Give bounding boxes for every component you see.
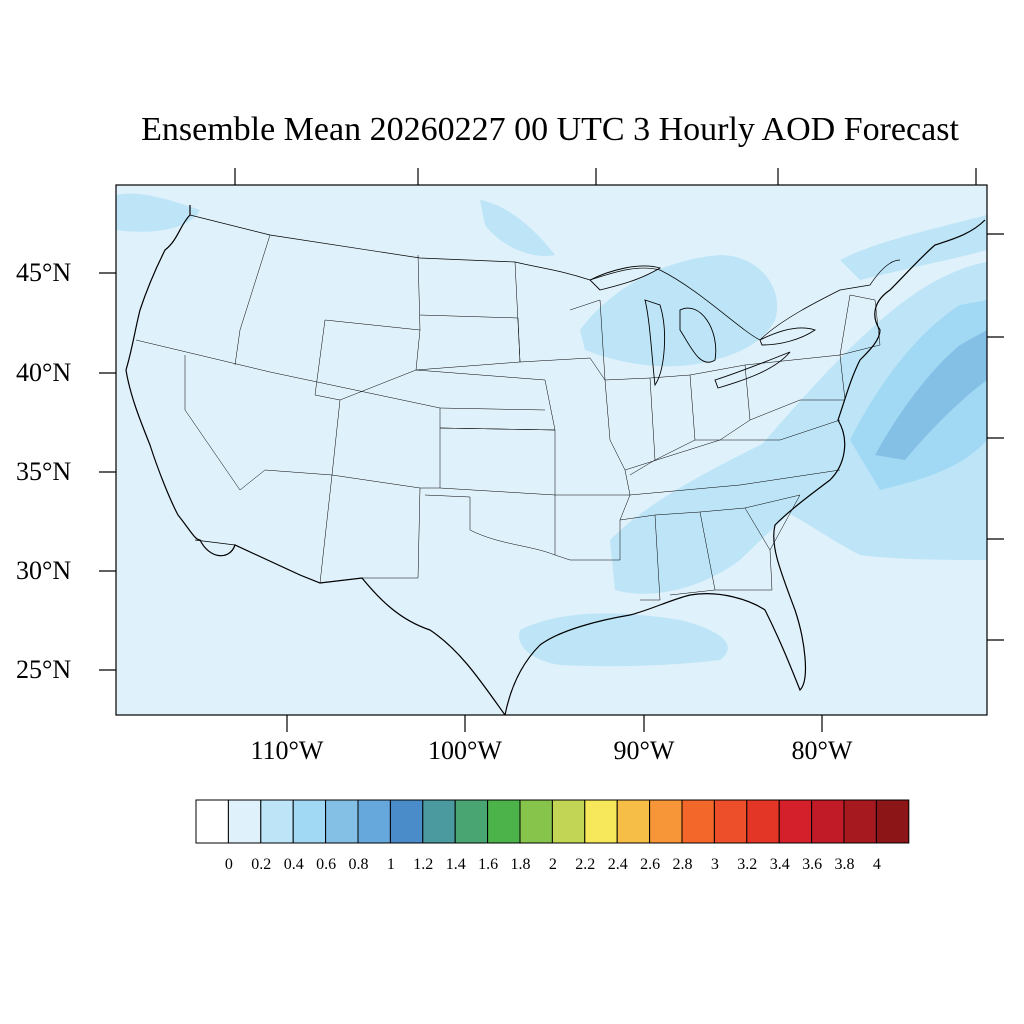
colorbar-tick-label: 3.8 (834, 856, 855, 873)
colorbar-tick-label: 2.6 (640, 856, 661, 873)
aod-shade-southeast (610, 436, 830, 594)
colorbar-tick-label: 1.8 (510, 856, 531, 873)
colorbar-tick-label: 0.2 (251, 856, 272, 873)
colorbar-swatch (584, 799, 618, 844)
colorbar-swatch (778, 799, 813, 844)
colorbar-tick-label: 3.4 (769, 856, 790, 873)
colorbar-swatch (292, 799, 327, 844)
map-frame (115, 184, 988, 716)
aod-shade-great-lakes (580, 255, 778, 367)
colorbar (195, 799, 910, 844)
colorbar-swatch (875, 799, 910, 844)
colorbar-tick-label: 3.6 (802, 856, 823, 873)
lon-label-80w: 80°W (791, 736, 853, 765)
great-lakes-outline (589, 265, 817, 389)
colorbar-tick-label: 1.4 (445, 856, 466, 873)
lat-label-30n: 30°N (16, 556, 72, 585)
colorbar-tick-label: 0.4 (283, 856, 304, 873)
colorbar-swatch (325, 799, 359, 844)
colorbar-tick-label: 1.6 (478, 856, 499, 873)
lat-label-40n: 40°N (16, 358, 72, 387)
colorbar-swatch (422, 799, 456, 844)
colorbar-swatch (357, 799, 391, 844)
colorbar-tick-label: 3 (710, 856, 719, 873)
tick-marks (99, 168, 1004, 732)
colorbar-swatch (616, 799, 651, 844)
colorbar-tick-label: 0 (224, 856, 233, 873)
colorbar-tick-label: 2 (548, 856, 557, 873)
lon-label-100w: 100°W (428, 736, 502, 765)
colorbar-tick-label: 1 (386, 856, 395, 873)
lat-label-25n: 25°N (16, 655, 72, 684)
colorbar-swatch (843, 799, 877, 844)
aod-shade-lake-superior (480, 200, 555, 256)
colorbar-tick-label: 1.2 (413, 856, 434, 873)
colorbar-tick-label: 0.6 (316, 856, 337, 873)
colorbar-swatch (519, 799, 553, 844)
colorbar-swatch (195, 799, 229, 844)
aod-shade-pacific-nw (116, 193, 200, 232)
map-title: Ensemble Mean 20260227 00 UTC 3 Hourly A… (141, 111, 959, 148)
colorbar-swatch (649, 799, 683, 844)
lat-label-35n: 35°N (16, 457, 72, 486)
colorbar-swatch (454, 799, 489, 844)
lon-label-110w: 110°W (250, 736, 324, 765)
aod-shade-northeast (840, 215, 987, 280)
colorbar-tick-label: 2.2 (575, 856, 596, 873)
aod-shade-gulf-coast (519, 613, 728, 667)
colorbar-tick-label: 4 (872, 856, 881, 873)
lon-label-90w: 90°W (613, 736, 675, 765)
colorbar-swatch (389, 799, 424, 844)
aod-shade-atlantic-core (875, 330, 987, 460)
colorbar-swatch (487, 799, 521, 844)
colorbar-swatch (746, 799, 780, 844)
us-canada-border (189, 214, 901, 341)
colorbar-tick-label: 3.2 (737, 856, 758, 873)
colorbar-swatch (260, 799, 294, 844)
colorbar-tick-label: 2.4 (607, 856, 628, 873)
colorbar-swatch (227, 799, 262, 844)
state-boundaries (135, 234, 881, 601)
colorbar-tick-label: 0.8 (348, 856, 369, 873)
lat-label-45n: 45°N (16, 258, 72, 287)
colorbar-tick-label: 2.8 (672, 856, 693, 873)
colorbar-swatch (811, 799, 845, 844)
colorbar-swatch (713, 799, 748, 844)
colorbar-swatch (551, 799, 586, 844)
colorbar-swatch (681, 799, 715, 844)
